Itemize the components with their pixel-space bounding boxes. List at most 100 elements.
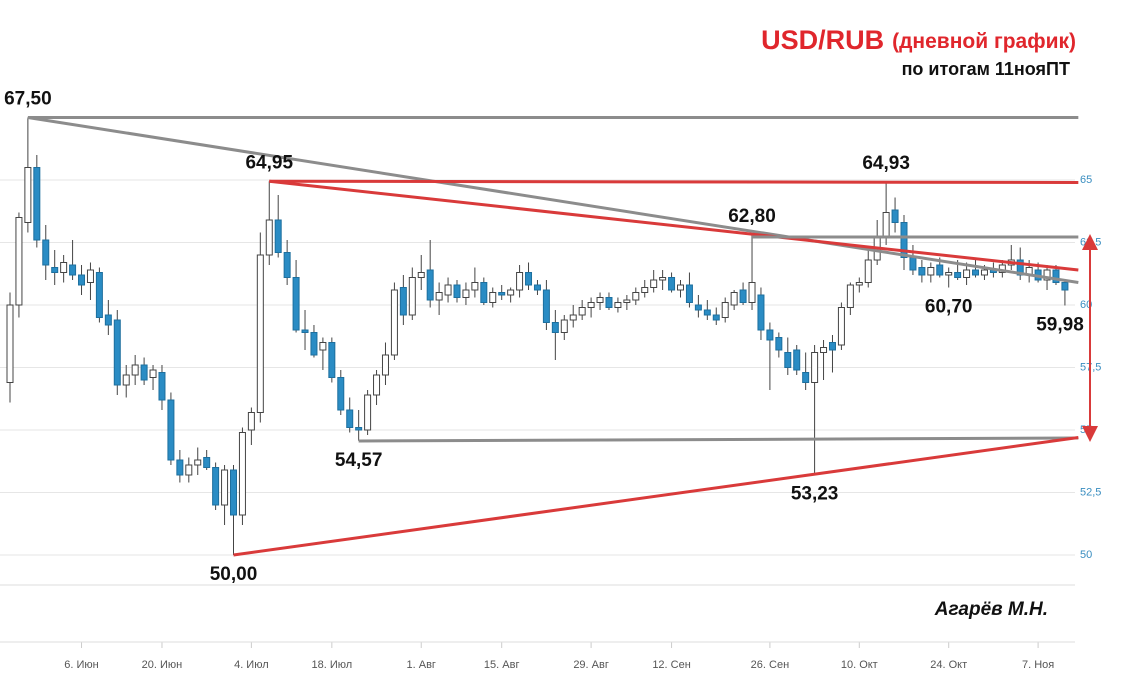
- annotation: 54,57: [335, 450, 383, 471]
- candle-body: [42, 239, 50, 266]
- candle-body: [909, 257, 917, 271]
- annotation: 60,70: [925, 297, 973, 318]
- candle-body: [149, 369, 157, 378]
- candle-body: [480, 282, 488, 303]
- candle-body: [167, 399, 175, 461]
- chart-title: USD/RUB (дневной график): [761, 25, 1076, 55]
- candle-body: [614, 302, 622, 308]
- candle-body: [489, 292, 497, 303]
- candle-body: [453, 284, 461, 298]
- candle-body: [6, 304, 14, 383]
- candle-body: [444, 284, 452, 296]
- candle-body: [274, 219, 282, 253]
- candle-body: [721, 302, 729, 318]
- candle-body: [319, 342, 327, 351]
- x-tick-label: 18. Июл: [311, 659, 352, 671]
- candle-body: [498, 292, 506, 296]
- trend-line: [233, 436, 1079, 557]
- candle-body: [247, 412, 255, 431]
- candle-body: [963, 269, 971, 278]
- candle-body: [927, 267, 935, 276]
- candle-body: [256, 254, 264, 413]
- candle-body: [668, 277, 676, 291]
- candle-body: [542, 289, 550, 323]
- candle-body: [837, 307, 845, 346]
- candle-body: [632, 292, 640, 301]
- annotation: 59,98: [1036, 315, 1084, 336]
- candle-body: [918, 267, 926, 276]
- candle-body: [122, 374, 130, 386]
- candle-body: [15, 217, 23, 306]
- candle-body: [533, 284, 541, 291]
- author: Агарёв М.Н.: [934, 599, 1048, 620]
- candle-body: [766, 329, 774, 341]
- candle-body: [757, 294, 765, 331]
- candle-body: [703, 309, 711, 316]
- candle-body: [33, 167, 41, 241]
- trend-line: [27, 116, 1079, 284]
- candle-body: [980, 269, 988, 276]
- candle-body: [131, 364, 139, 376]
- candle-body: [24, 167, 32, 223]
- candle-body: [641, 287, 649, 293]
- candle-body: [739, 289, 747, 303]
- candle-body: [569, 314, 577, 321]
- candle-body: [373, 374, 381, 396]
- candle-body: [435, 292, 443, 301]
- x-tick-label: 1. Авг: [407, 659, 436, 671]
- candle-body: [730, 292, 738, 306]
- candle-body: [1061, 282, 1069, 291]
- candle-body: [694, 304, 702, 311]
- title-note: (дневной график): [892, 30, 1076, 53]
- candle-body: [560, 319, 568, 333]
- candle-body: [78, 274, 86, 286]
- annotation: 64,95: [245, 152, 293, 173]
- candle-body: [775, 337, 783, 351]
- candle-body: [283, 252, 291, 278]
- candle-body: [677, 284, 684, 291]
- x-tick-label: 24. Окт: [930, 659, 967, 671]
- x-tick-label: 10. Окт: [841, 659, 878, 671]
- y-tick-label: 65: [1080, 174, 1092, 186]
- candle-body: [954, 272, 962, 278]
- candle-body: [811, 352, 819, 383]
- candle-body: [417, 272, 425, 278]
- candle-body: [176, 459, 184, 476]
- annotation: 62,80: [728, 206, 776, 227]
- candle-body: [381, 354, 389, 376]
- candle-body: [685, 284, 693, 303]
- candle-body: [408, 277, 416, 316]
- candle-body: [659, 277, 667, 281]
- candle-body: [516, 272, 524, 291]
- annotation: 64,93: [862, 153, 910, 174]
- subtitle: по итогам 11нояПТ: [902, 59, 1070, 79]
- candle-body: [51, 267, 59, 273]
- candle-body: [551, 322, 559, 333]
- candle-body: [587, 302, 595, 308]
- candle-body: [855, 282, 863, 286]
- annotation: 50,00: [210, 564, 258, 585]
- candle-body: [793, 349, 801, 371]
- candle-body: [185, 464, 193, 476]
- candle-body: [864, 259, 872, 283]
- candle-body: [113, 319, 121, 386]
- candle-body: [596, 297, 604, 303]
- y-tick-label: 50: [1080, 549, 1092, 561]
- candle-body: [936, 264, 944, 276]
- candle-body: [828, 342, 836, 351]
- candle-body: [194, 459, 202, 466]
- candle-body: [1052, 269, 1060, 283]
- candle-body: [292, 277, 300, 331]
- candle-body: [426, 269, 434, 301]
- candle-body: [158, 372, 166, 401]
- candle-body: [605, 297, 613, 308]
- candle-body: [104, 314, 112, 326]
- candle-body: [230, 469, 237, 516]
- title-main: USD/RUB: [761, 25, 884, 55]
- candle-body: [328, 342, 336, 378]
- candle-body: [900, 222, 908, 258]
- candle-body: [882, 212, 890, 238]
- candle-body: [650, 279, 658, 288]
- x-tick-label: 15. Авг: [484, 659, 520, 671]
